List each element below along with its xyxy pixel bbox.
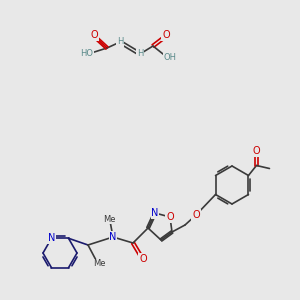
Text: O: O — [139, 254, 147, 264]
Text: O: O — [90, 30, 98, 40]
Text: N: N — [48, 233, 55, 243]
Text: Me: Me — [103, 214, 115, 224]
Text: O: O — [166, 212, 174, 222]
Text: N: N — [109, 232, 117, 242]
Text: O: O — [253, 146, 260, 157]
Text: N: N — [151, 208, 159, 218]
Text: OH: OH — [164, 53, 176, 62]
Text: H: H — [117, 38, 123, 46]
Text: O: O — [162, 30, 170, 40]
Text: H: H — [137, 50, 143, 58]
Text: Me: Me — [93, 260, 105, 268]
Text: O: O — [192, 210, 200, 220]
Text: HO: HO — [80, 50, 94, 58]
